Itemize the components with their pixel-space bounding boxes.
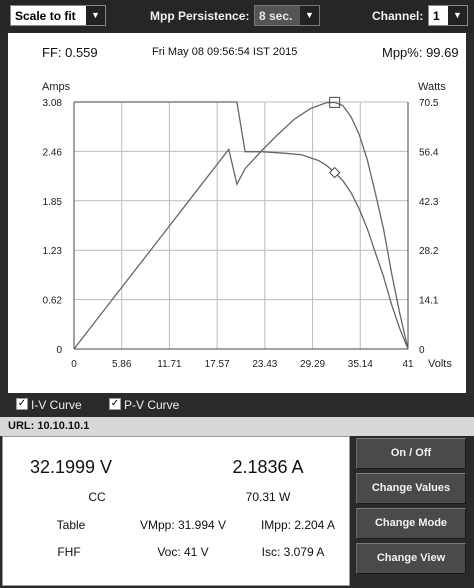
top-toolbar: Scale to fit ▼ Mpp Persistence: 8 sec. ▼… [0,0,474,33]
x-tick-label: 35.14 [348,359,373,370]
iv-curve-line [74,101,409,350]
fhf-label: FHF [57,545,81,559]
scale-dropdown-value: Scale to fit [15,9,76,23]
readings-panel: 32.1999 V 2.1836 A CC 70.31 W Table VMpp… [2,436,350,586]
channel-value: 1 [433,9,440,23]
y-tick-label-left: 0 [56,345,62,356]
iv-pv-chart: 0 5.86 11.71 17.57 23.43 29.29 35.14 410 00.62 14… [42,81,452,370]
y-tick-label-right: 0 [419,345,425,356]
check-icon: ✓ [110,398,120,409]
x-tick-label: 41 [402,359,414,370]
mpp-percent: Mpp%: 99.69 [382,45,459,60]
table-label: Table [56,518,86,532]
pv-curve-line [73,101,409,350]
iv-pv-chart-panel: FF: 0.559 Fri May 08 09:56:54 IST 2015 M… [8,33,466,393]
action-button-panel: On / Off Change Values Change Mode Chang… [352,436,474,588]
y-tick-label-right: 14.1 [419,296,439,307]
voltage-reading: 32.1999 V [29,457,113,477]
legend-bar: ✓ I-V Curve ✓ P-V Curve [8,393,466,417]
mpp-persistence-dropdown[interactable]: 8 sec. ▼ [254,5,320,26]
chevron-down-icon: ▼ [300,6,319,25]
y-axis-label-left: Amps [42,81,71,93]
x-tick-label: 5.86 [112,359,132,370]
x-tick-label: 0 [71,359,77,370]
iv-curve-checkbox[interactable]: ✓ [16,398,28,410]
x-tick-label: 17.57 [205,359,230,370]
isc-reading: Isc: 3.079 A [261,545,325,559]
timestamp: Fri May 08 09:56:54 IST 2015 [152,46,298,58]
mpp-persistence-label: Mpp Persistence: [150,9,250,23]
check-icon: ✓ [17,398,27,409]
url-text: URL: 10.10.10.1 [8,420,90,432]
pv-curve-checkbox[interactable]: ✓ [109,398,121,410]
power-reading: 70.31 W [245,490,291,504]
channel-label: Channel: [372,9,424,23]
y-tick-label-left: 3.08 [43,98,63,109]
x-axis-label: Volts [428,358,452,370]
change-view-button[interactable]: Change View [356,543,466,574]
y-axis-label-right: Watts [418,81,446,93]
voc-reading: Voc: 41 V [157,545,209,559]
mode-reading: CC [88,490,106,504]
y-tick-label-right: 56.4 [419,147,439,158]
change-values-button[interactable]: Change Values [356,473,466,504]
iv-curve-label: I-V Curve [31,398,82,412]
on-off-button[interactable]: On / Off [356,438,466,469]
y-tick-label-left: 2.46 [43,147,63,158]
chevron-down-icon: ▼ [86,6,105,25]
impp-reading: IMpp: 2.204 A [260,518,336,532]
x-tick-label: 23.43 [252,359,277,370]
url-bar: URL: 10.10.10.1 [0,417,474,436]
pv-curve-label: P-V Curve [124,398,180,412]
x-tick-label: 11.71 [157,359,182,370]
mpp-marker [329,96,341,108]
y-tick-label-left: 1.23 [43,246,63,257]
mpp-persistence-value: 8 sec. [259,9,293,23]
x-tick-label: 29.29 [300,359,325,370]
channel-dropdown[interactable]: 1 ▼ [428,5,468,26]
vmpp-reading: VMpp: 31.994 V [139,518,227,532]
y-tick-label-left: 0.62 [43,296,63,307]
y-tick-label-right: 28.2 [419,246,439,257]
change-mode-button[interactable]: Change Mode [356,508,466,539]
current-reading: 2.1836 A [232,457,304,477]
scale-dropdown[interactable]: Scale to fit ▼ [10,5,106,26]
y-tick-label-right: 70.5 [419,98,439,109]
y-tick-label-left: 1.85 [43,197,63,208]
chevron-down-icon: ▼ [448,6,467,25]
impp-marker [328,166,341,179]
fill-factor: FF: 0.559 [42,45,98,60]
y-tick-label-right: 42.3 [419,197,439,208]
